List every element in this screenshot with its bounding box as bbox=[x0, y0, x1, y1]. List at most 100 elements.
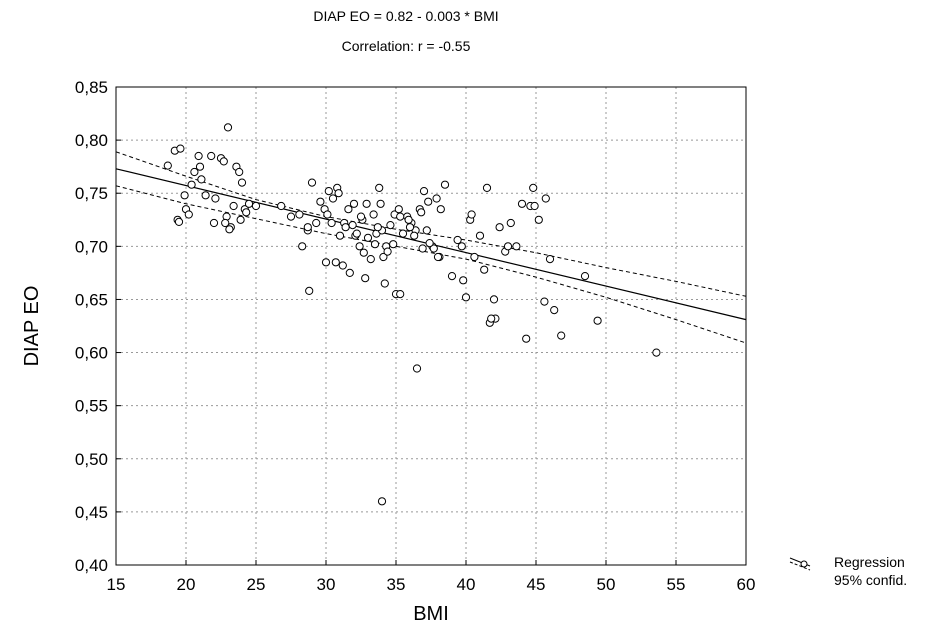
y-tick-label: 0,70 bbox=[75, 237, 108, 256]
data-point bbox=[457, 242, 466, 251]
data-point bbox=[436, 205, 445, 214]
data-point bbox=[190, 167, 199, 177]
data-point bbox=[236, 215, 245, 224]
data-point bbox=[386, 221, 395, 230]
confidence-band bbox=[115, 151, 747, 344]
confidence-lower-line bbox=[115, 185, 747, 344]
data-point bbox=[286, 212, 296, 221]
data-point bbox=[461, 293, 471, 302]
data-point bbox=[321, 258, 331, 267]
data-point bbox=[344, 205, 353, 214]
data-point bbox=[379, 252, 388, 262]
data-point bbox=[425, 239, 434, 248]
data-point bbox=[369, 210, 378, 219]
data-point bbox=[370, 240, 380, 249]
x-axis-label: BMI bbox=[413, 603, 449, 625]
data-point bbox=[410, 231, 419, 240]
data-point bbox=[470, 252, 479, 262]
data-point bbox=[412, 364, 422, 373]
y-axis-ticks: 0,40 0,45 0,50 0,55 0,60 0,65 0,70 0,75 0,80 0,85 bbox=[75, 78, 121, 575]
data-point bbox=[433, 252, 443, 262]
data-point bbox=[529, 183, 538, 192]
data-point bbox=[517, 199, 527, 208]
data-point bbox=[356, 212, 366, 221]
data-point bbox=[424, 197, 433, 206]
data-point bbox=[366, 255, 375, 264]
data-point bbox=[440, 180, 450, 189]
data-point bbox=[316, 197, 325, 206]
data-point bbox=[394, 205, 403, 214]
y-tick-label: 0,85 bbox=[75, 78, 108, 97]
y-axis-label: DIAP EO bbox=[21, 286, 43, 367]
data-point bbox=[422, 226, 431, 235]
x-tick-label: 25 bbox=[247, 575, 266, 594]
y-tick-label: 0,65 bbox=[75, 290, 108, 309]
data-point bbox=[323, 210, 332, 219]
data-point bbox=[534, 215, 543, 224]
data-point bbox=[305, 286, 314, 295]
data-point bbox=[540, 297, 549, 306]
data-point bbox=[419, 187, 429, 196]
data-point bbox=[361, 274, 370, 283]
y-tick-label: 0,55 bbox=[75, 397, 108, 416]
data-point bbox=[324, 187, 333, 196]
data-point bbox=[530, 201, 539, 211]
data-point bbox=[229, 201, 238, 211]
x-tick-label: 40 bbox=[457, 575, 476, 594]
data-point bbox=[593, 316, 602, 325]
data-point bbox=[404, 215, 413, 224]
confidence-upper-line bbox=[115, 151, 747, 297]
data-point bbox=[331, 258, 340, 267]
data-point bbox=[184, 210, 193, 219]
data-point bbox=[432, 194, 441, 203]
y-tick-label: 0,50 bbox=[75, 450, 108, 469]
data-point bbox=[522, 334, 531, 343]
x-tick-label: 50 bbox=[597, 575, 616, 594]
legend-label-confidence: 95% confid. bbox=[834, 572, 908, 588]
data-point bbox=[550, 306, 559, 315]
data-point bbox=[580, 272, 590, 281]
data-point bbox=[187, 180, 196, 189]
data-point bbox=[195, 162, 205, 171]
data-point bbox=[396, 290, 405, 299]
data-point bbox=[373, 223, 382, 232]
x-tick-label: 35 bbox=[387, 575, 406, 594]
data-point bbox=[235, 167, 244, 177]
y-tick-label: 0,40 bbox=[75, 556, 108, 575]
data-point bbox=[176, 144, 185, 153]
data-point bbox=[334, 189, 343, 198]
x-tick-label: 45 bbox=[527, 575, 546, 594]
data-point bbox=[557, 331, 566, 340]
data-point bbox=[383, 247, 392, 256]
data-point bbox=[242, 208, 251, 217]
data-point bbox=[459, 276, 468, 285]
data-point bbox=[295, 210, 304, 219]
data-point bbox=[495, 223, 504, 232]
data-point bbox=[194, 151, 203, 161]
chart-subtitle: Correlation: r = -0.55 bbox=[341, 38, 471, 54]
data-point bbox=[303, 223, 312, 232]
y-tick-label: 0,80 bbox=[75, 131, 108, 150]
data-point bbox=[348, 221, 357, 230]
data-point bbox=[487, 314, 496, 323]
data-point bbox=[475, 231, 485, 240]
data-point bbox=[503, 242, 513, 251]
data-point bbox=[545, 255, 555, 264]
data-point bbox=[163, 161, 172, 170]
data-point bbox=[225, 225, 234, 234]
data-point bbox=[398, 229, 408, 238]
data-point bbox=[223, 123, 233, 132]
data-point bbox=[447, 272, 457, 281]
data-point bbox=[341, 223, 350, 232]
x-tick-label: 15 bbox=[107, 575, 126, 594]
y-tick-label: 0,75 bbox=[75, 184, 108, 203]
data-point bbox=[467, 210, 476, 219]
data-point bbox=[482, 183, 492, 192]
data-point bbox=[174, 217, 184, 226]
data-point bbox=[355, 242, 364, 251]
data-point bbox=[506, 218, 515, 228]
data-point bbox=[335, 231, 345, 240]
data-point bbox=[307, 178, 317, 187]
data-point bbox=[489, 295, 499, 304]
